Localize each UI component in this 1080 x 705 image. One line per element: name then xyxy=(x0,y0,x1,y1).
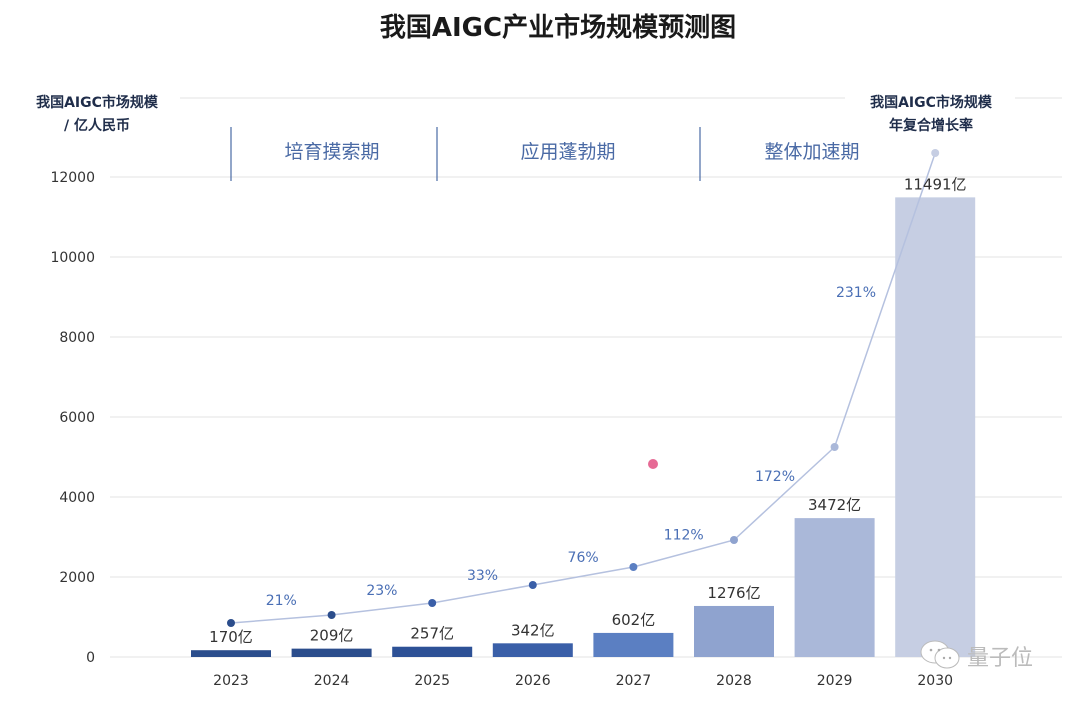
y-tick-label: 8000 xyxy=(59,330,95,346)
y2-axis-title-line2: 年复合增长率 xyxy=(889,117,973,134)
phase-label: 应用蓬勃期 xyxy=(520,141,615,163)
growth-point xyxy=(830,443,839,451)
growth-rate-label: 23% xyxy=(366,583,397,599)
growth-rate-label: 21% xyxy=(266,593,297,609)
bar xyxy=(492,643,573,657)
watermark: 量子位 xyxy=(967,646,1033,671)
decorative-dot xyxy=(648,459,658,469)
bar xyxy=(895,197,976,658)
growth-rate-label: 231% xyxy=(836,285,876,301)
bar xyxy=(191,650,271,657)
x-tick-label: 2025 xyxy=(414,673,450,689)
phase-label: 培育摸索期 xyxy=(284,141,379,163)
y-tick-label: 4000 xyxy=(59,490,95,506)
chart-title: 我国AIGC产业市场规模预测图 xyxy=(380,12,736,43)
growth-rate-label: 33% xyxy=(467,568,498,584)
growth-rate-label: 76% xyxy=(568,550,599,566)
bar-value-label: 209亿 xyxy=(310,627,354,645)
y-tick-label: 2000 xyxy=(59,570,95,586)
growth-rate-label: 172% xyxy=(755,469,795,485)
y-tick-label: 6000 xyxy=(59,410,95,426)
bar-value-label: 257亿 xyxy=(410,625,454,643)
bar-value-label: 342亿 xyxy=(511,621,555,639)
growth-line xyxy=(230,152,936,624)
y-tick-label: 10000 xyxy=(50,250,95,266)
x-tick-label: 2024 xyxy=(314,673,350,689)
bar-value-label: 602亿 xyxy=(612,611,656,629)
growth-point xyxy=(528,581,537,589)
bar-value-label: 11491亿 xyxy=(904,175,967,193)
x-tick-label: 2027 xyxy=(616,673,652,689)
bar-value-label: 170亿 xyxy=(209,628,253,646)
bar xyxy=(392,646,473,657)
growth-point xyxy=(327,611,336,619)
x-tick-label: 2028 xyxy=(716,673,752,689)
bar xyxy=(593,632,674,657)
y-axis-title-line1: 我国AIGC市场规模 xyxy=(36,94,159,111)
bar xyxy=(794,518,875,657)
x-tick-label: 2029 xyxy=(817,673,853,689)
x-tick-label: 2026 xyxy=(515,673,551,689)
growth-point xyxy=(428,599,437,607)
bar xyxy=(291,648,372,657)
x-tick-label: 2023 xyxy=(213,673,249,689)
bar-value-label: 3472亿 xyxy=(808,496,861,514)
y-axis-title-line2: / 亿人民币 xyxy=(64,117,130,134)
growth-point xyxy=(730,536,738,544)
wechat-icon xyxy=(920,640,960,669)
growth-point xyxy=(629,563,638,571)
growth-rate-label: 112% xyxy=(664,528,704,544)
x-tick-label: 2030 xyxy=(917,673,953,689)
growth-point xyxy=(227,619,235,627)
bar-value-label: 1276亿 xyxy=(707,584,760,602)
phase-label: 整体加速期 xyxy=(764,141,859,163)
growth-point xyxy=(931,149,940,157)
y-tick-label: 12000 xyxy=(50,170,95,186)
y-tick-label: 0 xyxy=(86,650,95,666)
y2-axis-title-line1: 我国AIGC市场规模 xyxy=(870,94,993,111)
bar xyxy=(694,605,774,657)
